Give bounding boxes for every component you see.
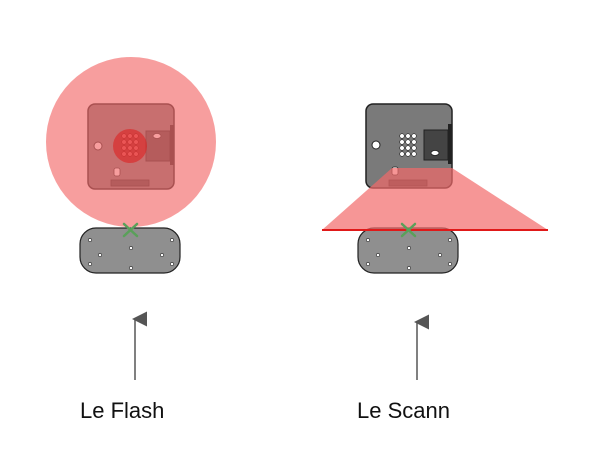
cross-marker-icon [122, 222, 139, 238]
scan-beam [322, 168, 548, 230]
scan-dot-grid [399, 133, 417, 157]
cross-marker-icon [400, 222, 417, 238]
caption-flash: Le Flash [80, 398, 165, 423]
flash-scanner-base [79, 222, 181, 274]
caption-scan: Le Scann [357, 398, 450, 423]
scan-panel [322, 103, 548, 380]
flash-hotspot [113, 129, 147, 163]
scan-scanner-base [357, 227, 459, 274]
flash-panel [46, 57, 216, 380]
